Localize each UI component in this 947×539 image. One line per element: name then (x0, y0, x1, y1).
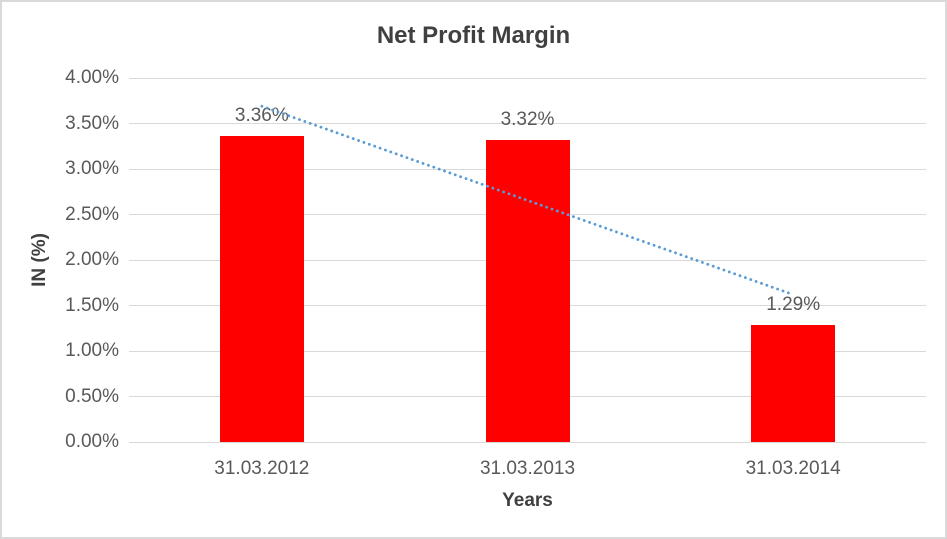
bar (751, 324, 836, 442)
bar-data-label: 3.32% (500, 108, 555, 130)
bar-data-label: 3.36% (234, 105, 289, 127)
y-tick-label: 3.50% (65, 112, 119, 134)
gridline (129, 77, 926, 79)
chart-title: Net Profit Margin (376, 22, 571, 49)
x-tick-label: 31.03.2013 (479, 458, 576, 479)
gridline (129, 441, 926, 443)
y-tick-label: 1.50% (65, 294, 119, 316)
y-tick-label: 2.00% (65, 249, 119, 270)
x-axis-title: Years (502, 490, 553, 511)
bar (219, 136, 304, 442)
y-tick-label: 3.00% (65, 158, 119, 179)
bar (485, 139, 570, 442)
y-tick-label: 1.00% (65, 340, 119, 361)
x-tick-label: 31.03.2012 (214, 458, 310, 479)
x-tick-label: 31.03.2014 (745, 458, 841, 479)
y-tick-label: 0.00% (65, 431, 119, 452)
bar-data-label: 1.29% (766, 293, 821, 315)
y-tick-label: 2.50% (65, 203, 119, 225)
y-tick-label: 0.50% (65, 385, 119, 407)
y-tick-label: 4.00% (65, 67, 119, 88)
